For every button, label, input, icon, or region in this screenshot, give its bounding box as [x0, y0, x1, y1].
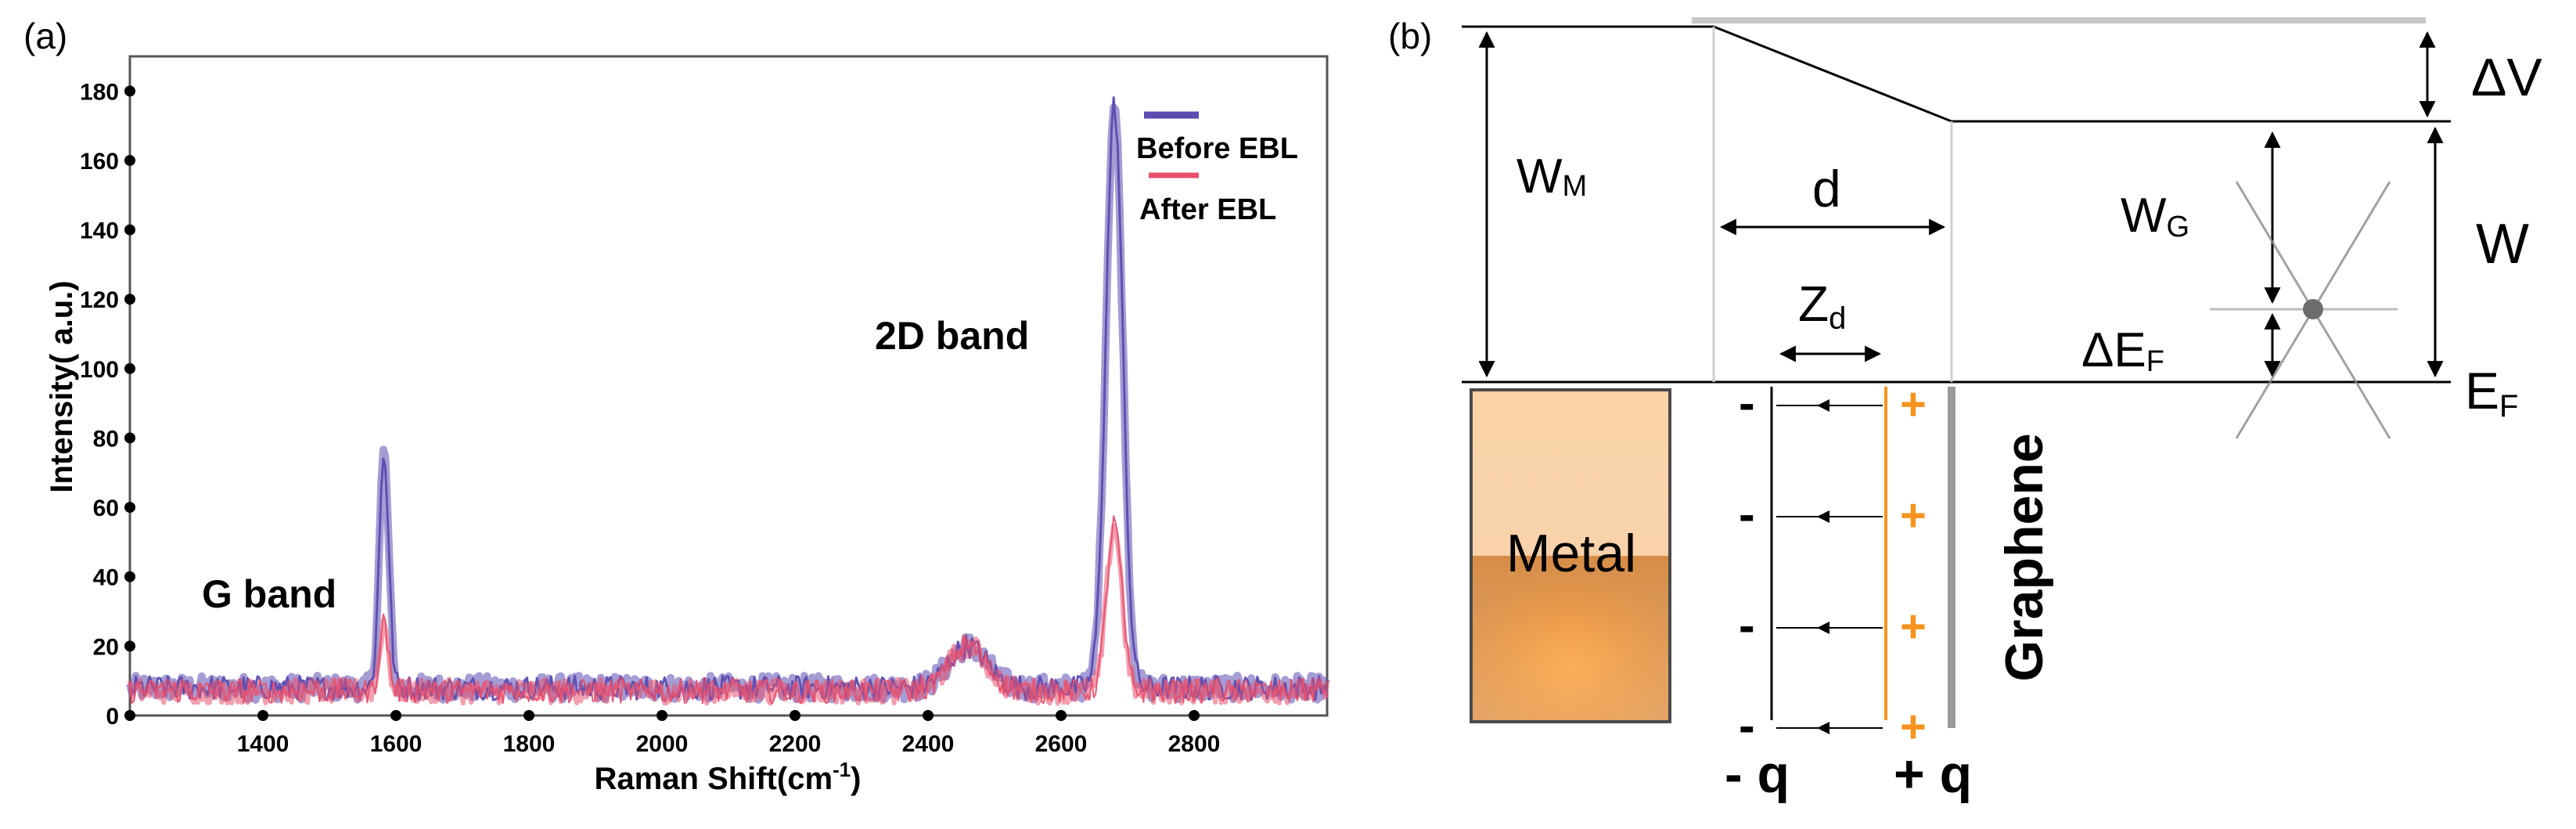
x-tick-dot — [1189, 710, 1200, 721]
w-m-label: WM — [1516, 150, 1587, 204]
plot-frame — [128, 55, 1329, 717]
y-tick-label: 140 — [80, 218, 119, 244]
field-arrowhead — [1817, 399, 1829, 412]
series-layer — [126, 96, 1330, 706]
e-f-label: EF — [2465, 362, 2518, 424]
y-tick-label: 100 — [80, 357, 119, 383]
y-tick-dot — [124, 640, 135, 652]
positive-charge-sign: + — [1900, 490, 1927, 541]
y-axis: 0 20 40 60 80 100 120 140 160 180 — [80, 79, 135, 730]
y-axis-label: Intensity( a.u.) — [45, 280, 79, 492]
panel-b-label: (b) — [1388, 16, 1432, 56]
field-arrowhead — [1817, 722, 1829, 734]
delta-ef-label: ΔEF — [2081, 323, 2164, 378]
negative-charge-sign: - — [1739, 488, 1755, 542]
x-tick-label: 2600 — [1035, 731, 1088, 757]
x-tick-label: 2200 — [769, 731, 822, 757]
y-tick-label: 20 — [93, 634, 119, 660]
negative-charge-sign: - — [1739, 699, 1755, 753]
panel-a-label: (a) — [23, 16, 67, 56]
x-tick-dot — [790, 710, 801, 721]
charge-rows: - + - + - + - + — [1739, 377, 1927, 753]
x-tick-label: 2000 — [636, 731, 689, 757]
2d-band-annotation: 2D band — [875, 314, 1029, 358]
y-tick-label: 120 — [80, 287, 119, 313]
y-tick-dot — [124, 710, 135, 721]
y-tick-dot — [124, 294, 135, 305]
delta-v-label: ΔV — [2471, 48, 2542, 107]
x-tick-label: 2800 — [1168, 731, 1221, 757]
x-tick-label: 1400 — [237, 731, 290, 757]
x-tick-label: 1600 — [370, 731, 423, 757]
raman-chart-panel: (a) 0 20 40 60 80 100 120 140 160 180 1400 1600 180… — [23, 16, 1330, 796]
metal-label: Metal — [1506, 524, 1636, 583]
y-tick-dot — [124, 571, 135, 582]
x-tick-dot — [390, 710, 401, 721]
minus-q-label: - q — [1725, 744, 1790, 804]
series-line-after-ebl — [129, 515, 1328, 705]
x-axis-label: Raman Shift(cm-1) — [595, 758, 862, 796]
plus-q-label: + q — [1894, 744, 1972, 804]
legend-label-after: After EBL — [1139, 193, 1276, 226]
y-tick-dot — [124, 502, 135, 514]
x-tick-dot — [523, 710, 534, 721]
y-tick-label: 160 — [80, 149, 119, 175]
y-tick-dot — [124, 224, 135, 236]
y-tick-label: 60 — [93, 496, 119, 521]
y-tick-label: 180 — [80, 79, 119, 105]
x-tick-dot — [657, 710, 667, 721]
legend-label-before: Before EBL — [1136, 132, 1298, 165]
y-tick-dot — [124, 85, 135, 97]
x-axis: 1400 1600 1800 2000 2200 2400 2600 2800 — [237, 710, 1221, 757]
x-tick-dot — [257, 710, 268, 721]
field-arrowhead — [1817, 510, 1829, 523]
y-tick-label: 0 — [106, 704, 119, 730]
negative-charge-sign: - — [1739, 377, 1755, 431]
g-band-annotation: G band — [202, 572, 336, 616]
legend: Before EBL After EBL — [1136, 111, 1298, 226]
metal-block: Metal — [1470, 388, 1671, 723]
y-tick-label: 80 — [93, 426, 119, 452]
x-tick-label: 1800 — [503, 731, 556, 757]
positive-charge-sign: + — [1900, 601, 1927, 652]
d-label: d — [1812, 160, 1841, 218]
x-tick-label: 2400 — [902, 731, 955, 757]
positive-charge-sign: + — [1900, 379, 1927, 430]
dirac-cone-icon — [2210, 181, 2398, 439]
w-label: W — [2476, 213, 2529, 276]
positive-charge-sign: + — [1900, 701, 1927, 752]
x-tick-dot — [923, 710, 934, 721]
x-tick-dot — [1056, 710, 1067, 721]
y-tick-label: 40 — [93, 565, 119, 591]
negative-charge-sign: - — [1739, 599, 1755, 653]
y-tick-dot — [124, 154, 135, 166]
w-g-label: WG — [2121, 189, 2189, 243]
y-tick-dot — [124, 362, 135, 374]
field-arrowhead — [1817, 622, 1829, 634]
graphene-label: Graphene — [1995, 433, 2054, 681]
band-diagram-panel: (b) WM ΔV W d Zd WG ΔEF EF — [1388, 16, 2542, 804]
y-tick-dot — [124, 432, 135, 444]
z-d-label: Zd — [1798, 276, 1846, 336]
potential-slope — [1713, 25, 1952, 123]
